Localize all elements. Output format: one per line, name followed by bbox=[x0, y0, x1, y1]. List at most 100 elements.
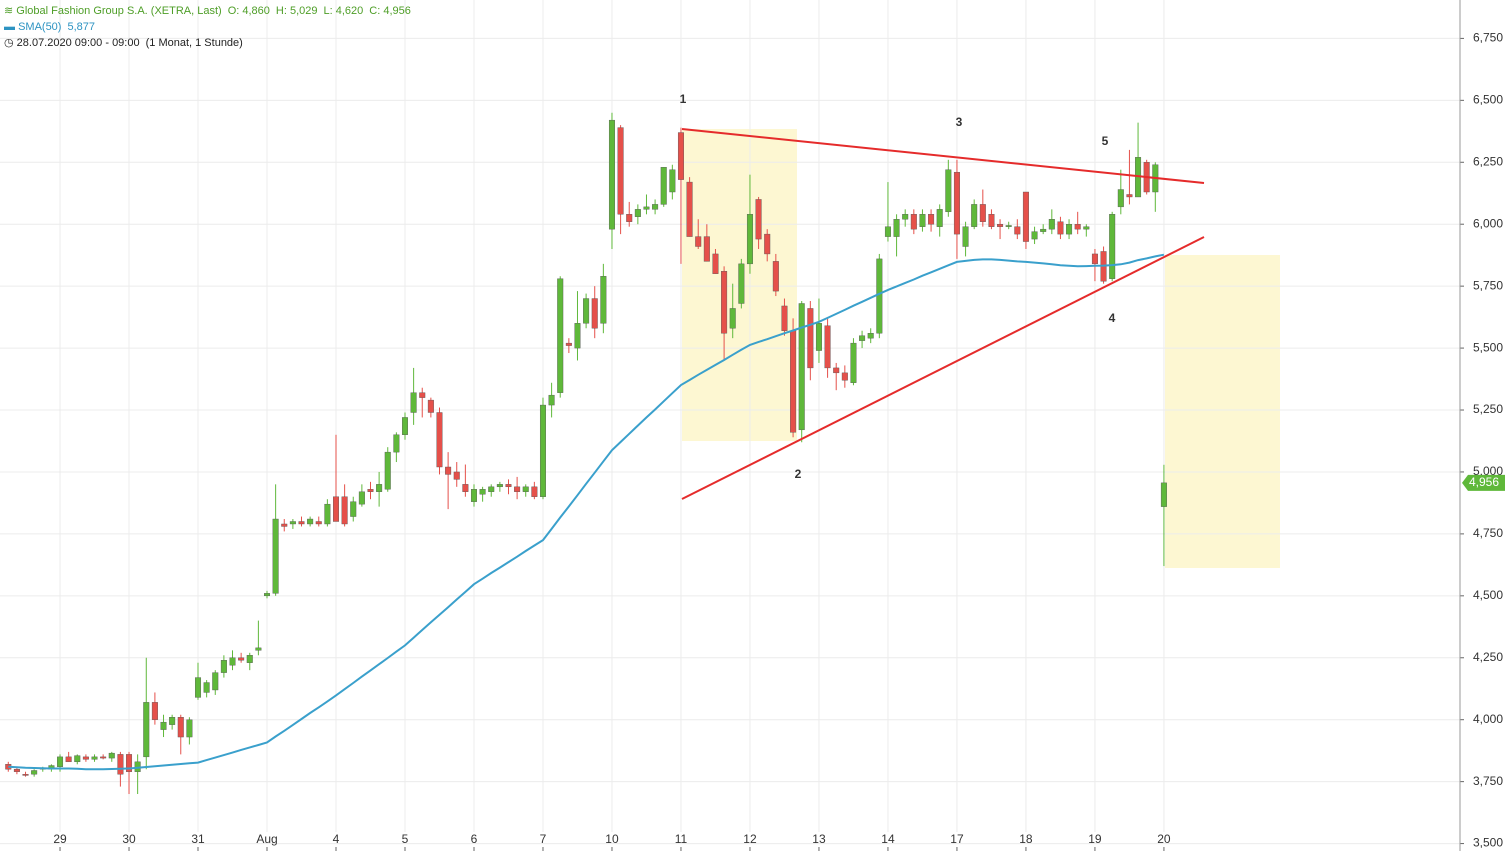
stat: O: 4,860 bbox=[227, 5, 270, 17]
x-tick-label: 30 bbox=[122, 832, 136, 846]
indicator-value: 5,877 bbox=[67, 21, 95, 33]
period-line: ◷ 28.07.2020 09:00 - 09:00 (1 Monat, 1 St… bbox=[4, 37, 243, 49]
candle-body bbox=[703, 236, 710, 262]
y-tick-label: 3,500 bbox=[1473, 836, 1503, 850]
x-tick-label: 18 bbox=[1019, 832, 1033, 846]
candle-body bbox=[764, 233, 771, 255]
candle-body bbox=[962, 226, 969, 247]
candle-body bbox=[772, 261, 779, 292]
candle-body bbox=[953, 171, 960, 235]
candle-body bbox=[893, 219, 900, 237]
x-tick-label: 31 bbox=[191, 832, 205, 846]
candle-body bbox=[583, 298, 590, 324]
legend: ≋ Global Fashion Group S.A. (XETRA, Last… bbox=[4, 3, 417, 51]
candle-body bbox=[591, 298, 598, 329]
candle-body bbox=[565, 342, 572, 346]
candle-body bbox=[1014, 226, 1021, 235]
candle-body bbox=[1048, 219, 1055, 230]
candle-body bbox=[419, 392, 426, 398]
candle-body bbox=[272, 518, 279, 594]
candle-body bbox=[31, 770, 38, 775]
candle-body bbox=[660, 167, 667, 205]
candle-body bbox=[634, 209, 641, 217]
candle-body bbox=[548, 394, 555, 406]
trend-line bbox=[681, 236, 1205, 500]
candle-body bbox=[238, 657, 245, 661]
annotation: 3 bbox=[956, 115, 963, 129]
x-tick-label: 19 bbox=[1088, 832, 1102, 846]
candle-body bbox=[57, 756, 64, 767]
candle-body bbox=[255, 647, 262, 651]
candle-body bbox=[212, 672, 219, 691]
candle-body bbox=[229, 657, 236, 666]
candle-body bbox=[186, 719, 193, 738]
candle-body bbox=[143, 702, 150, 758]
candle-body bbox=[315, 521, 322, 525]
highlight-box bbox=[1165, 255, 1280, 568]
candle-body bbox=[341, 496, 348, 525]
sma-line bbox=[8, 253, 1165, 771]
candle-body bbox=[169, 717, 176, 725]
candle-body bbox=[608, 119, 615, 230]
x-tick-label: 13 bbox=[812, 832, 826, 846]
annotation: 4 bbox=[1109, 311, 1116, 325]
candle-body bbox=[1005, 225, 1012, 227]
y-tick-label: 5,750 bbox=[1473, 278, 1503, 292]
candle-body bbox=[833, 367, 840, 374]
annotation: 1 bbox=[680, 92, 687, 106]
candle-body bbox=[928, 214, 935, 225]
y-tick-label: 6,500 bbox=[1473, 93, 1503, 107]
candle-body bbox=[936, 209, 943, 227]
candle-body bbox=[1074, 224, 1081, 230]
annotation: 5 bbox=[1102, 134, 1109, 148]
y-tick-label: 5,000 bbox=[1473, 464, 1503, 478]
candle-body bbox=[264, 593, 271, 597]
candle-body bbox=[539, 404, 546, 497]
candle-body bbox=[462, 484, 469, 492]
candle-body bbox=[746, 214, 753, 265]
candle-body bbox=[117, 754, 124, 775]
candle-body bbox=[410, 392, 417, 413]
candle-body bbox=[384, 451, 391, 490]
candle-body bbox=[479, 489, 486, 495]
candle-body bbox=[807, 308, 814, 369]
candle-body bbox=[281, 523, 288, 527]
y-tick-label: 4,500 bbox=[1473, 588, 1503, 602]
candle-body bbox=[453, 471, 460, 480]
candle-body bbox=[867, 333, 874, 339]
candle-body bbox=[376, 484, 383, 492]
candle-body bbox=[824, 325, 831, 369]
candle-body bbox=[488, 486, 495, 492]
period: 28.07.2020 09:00 - 09:00 bbox=[16, 37, 140, 49]
x-tick-label: 6 bbox=[471, 832, 478, 846]
candle-body bbox=[367, 489, 374, 492]
candle-body bbox=[401, 417, 408, 435]
x-tick-label: 5 bbox=[402, 832, 409, 846]
indicator-line: ▬ SMA(50) 5,877 bbox=[4, 21, 95, 33]
y-tick-label: 5,250 bbox=[1473, 402, 1503, 416]
instrument-line: ≋ Global Fashion Group S.A. (XETRA, Last… bbox=[4, 5, 411, 17]
candle-body bbox=[781, 305, 788, 331]
candle-body bbox=[1109, 214, 1116, 279]
candle-body bbox=[1126, 194, 1133, 198]
candle-body bbox=[669, 169, 676, 193]
candle-body bbox=[902, 214, 909, 220]
candle-body bbox=[307, 518, 314, 525]
y-tick-label: 6,750 bbox=[1473, 31, 1503, 45]
instrument: Global Fashion Group S.A. (XETRA, Last) bbox=[16, 5, 222, 17]
candle-body bbox=[712, 253, 719, 274]
stat: L: 4,620 bbox=[323, 5, 364, 17]
candle-body bbox=[82, 756, 89, 760]
candle-body bbox=[522, 486, 529, 492]
candle-body bbox=[643, 206, 650, 210]
candle-body bbox=[1040, 228, 1047, 232]
last-price-label: 4,956 bbox=[1469, 475, 1499, 489]
y-tick-label: 4,750 bbox=[1473, 526, 1503, 540]
candle-body bbox=[652, 204, 659, 210]
candle-body bbox=[298, 521, 305, 525]
y-tick-label: 5,500 bbox=[1473, 340, 1503, 354]
candle-body bbox=[1022, 191, 1029, 242]
x-tick-label: 7 bbox=[540, 832, 547, 846]
candle-body bbox=[470, 489, 477, 502]
